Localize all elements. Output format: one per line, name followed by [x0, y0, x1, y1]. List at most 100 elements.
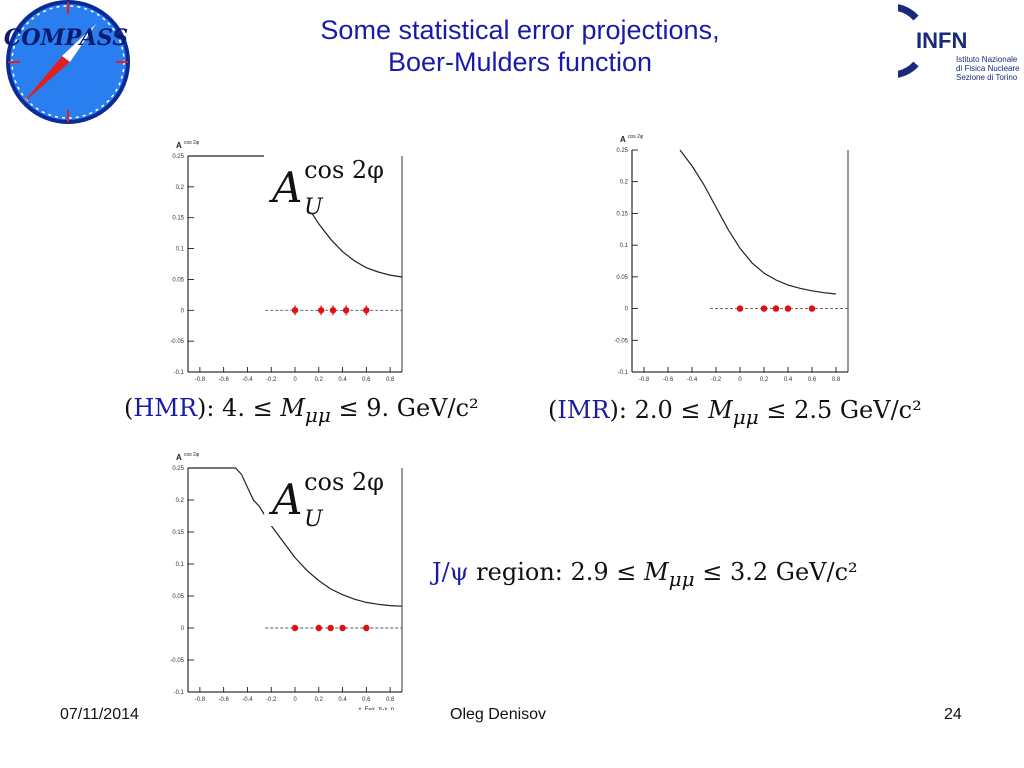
asym-label-sub: U: [304, 507, 324, 532]
label-hmr-tail: ≤ 9. GeV/c²: [330, 394, 479, 422]
compass-logo: COMPASS: [4, 0, 130, 124]
data-point: [736, 305, 744, 312]
label-hmr-sub: μμ: [304, 402, 331, 427]
infn-logo-sub-1: Istituto Nazionale: [956, 55, 1018, 64]
label-box: [264, 144, 381, 214]
y-tick-label: 0.2: [176, 498, 185, 504]
infn-logo-name: INFN: [916, 28, 967, 53]
x-tick-label: 0.6: [362, 377, 371, 383]
data-point: [291, 624, 299, 632]
infn-logo-sub-3: Sezione di Torino: [956, 73, 1018, 82]
y-tick-label: -0.1: [174, 370, 185, 376]
label-hmr-tag: HMR: [133, 394, 197, 422]
y-tick-label: -0.1: [174, 690, 185, 696]
chart-hmr-svg: 0.25 0.2 0.15 0.1 0.05 0 -0.05 -0.1 -0.8 -0.6 -0.4…: [170, 140, 403, 383]
y-tick-label: 0.15: [616, 211, 628, 217]
title-line-1: Some statistical error projections,: [320, 15, 720, 45]
data-point: [363, 624, 370, 632]
data-point: [342, 307, 350, 314]
x-tick-label: -0.2: [711, 377, 722, 383]
asym-label-sup: cos 2φ: [304, 156, 384, 184]
y-tick-label: 0.15: [172, 216, 184, 222]
data-point: [315, 624, 322, 632]
y-tick-label: 0.05: [616, 275, 628, 281]
data-point: [317, 307, 325, 314]
x-tick-label: -0.6: [663, 377, 674, 383]
axis-title-sup: cos 2φ: [628, 134, 644, 140]
asym-label-sub: U: [304, 195, 324, 220]
label-imr-tag: IMR: [557, 396, 610, 424]
y-tick-label: 0.25: [616, 148, 628, 154]
x-tick-label: -0.4: [242, 697, 253, 703]
x-tick-label: -0.6: [218, 697, 229, 703]
data-point: [808, 305, 816, 312]
x-tick-label: 0.2: [315, 697, 324, 703]
curve-series: [188, 467, 403, 607]
axis-title: A: [620, 135, 626, 144]
label-jpsi-m: M: [644, 558, 669, 586]
label-jpsi-tag: J/ψ: [432, 558, 469, 586]
y-tick-label: 0: [181, 308, 185, 314]
x-tick-label: -0.4: [242, 377, 253, 383]
label-box: [264, 456, 381, 526]
x-tick-label: 0.8: [832, 377, 841, 383]
x-tick-label: -0.8: [195, 377, 206, 383]
slide-title: Some statistical error projections, Boer…: [200, 14, 840, 79]
x-tick-label: -0.8: [195, 697, 206, 703]
y-tick-label: -0.1: [618, 370, 629, 376]
x-tick-label: -0.2: [266, 377, 277, 383]
x-tick-label: 0: [293, 377, 297, 383]
label-imr: (IMR): 2.0 ≤ Mμμ ≤ 2.5 GeV/c²: [548, 396, 922, 429]
label-hmr-m: M: [280, 394, 305, 422]
x-tick-label: -0.6: [218, 377, 229, 383]
x-tick-label: 0.4: [784, 377, 793, 383]
footer-author: Oleg Denisov: [450, 706, 547, 723]
data-point: [329, 307, 337, 314]
axis-title-sup: cos 2φ: [184, 140, 200, 146]
x-tick-label: -0.2: [266, 697, 277, 703]
x-tick-label: 0: [293, 697, 297, 703]
label-jpsi: J/ψ region: 2.9 ≤ Mμμ ≤ 3.2 GeV/c²: [432, 558, 858, 591]
chart-jpsi: 0.25 0.2 0.15 0.1 0.05 0 -0.05 -0.1 -0.8 -0.6 -0.4…: [150, 440, 410, 710]
chart-jpsi-svg: 0.25 0.2 0.15 0.1 0.05 0 -0.05 -0.1 -0.8 -0.6 -0.4…: [170, 452, 403, 710]
x-tick-label: -0.8: [639, 377, 650, 383]
label-imr-m: M: [708, 396, 733, 424]
infn-logo-sub-2: di Fisica Nucleare: [956, 64, 1020, 73]
label-hmr-text: : 4. ≤: [206, 394, 281, 422]
asym-label-base: A: [268, 163, 302, 212]
axis-title-sup: cos 2φ: [184, 452, 200, 458]
x-axis-label: x_F=x_π-x_p: [358, 707, 394, 710]
y-tick-label: 0.25: [172, 154, 184, 160]
y-tick-label: 0.05: [172, 277, 184, 283]
data-point: [363, 307, 370, 314]
y-tick-label: -0.05: [170, 658, 184, 664]
curve-series: [679, 149, 837, 295]
y-tick-label: 0.05: [172, 594, 184, 600]
x-tick-label: 0.4: [338, 697, 347, 703]
y-tick-label: 0.1: [620, 243, 629, 249]
x-tick-label: 0.2: [315, 377, 324, 383]
x-tick-label: 0.8: [386, 377, 395, 383]
x-tick-label: 0.4: [338, 377, 347, 383]
footer-page-number: 24: [944, 706, 962, 723]
label-jpsi-sub: μμ: [668, 566, 695, 591]
x-tick-label: 0.6: [362, 697, 371, 703]
x-tick-label: 0.2: [760, 377, 769, 383]
y-tick-label: 0: [181, 626, 185, 632]
axis-title: A: [176, 141, 182, 150]
x-tick-label: 0.6: [808, 377, 817, 383]
chart-imr: 0.25 0.2 0.15 0.1 0.05 0 -0.05 -0.1 -0.8 -0.6 -0.4…: [600, 128, 860, 393]
label-imr-text: : 2.0 ≤: [618, 396, 709, 424]
y-tick-label: 0.15: [172, 530, 184, 536]
title-line-2: Boer-Mulders function: [387, 47, 653, 78]
y-tick-label: -0.05: [170, 339, 184, 345]
data-point: [327, 624, 334, 632]
chart-imr-svg: 0.25 0.2 0.15 0.1 0.05 0 -0.05 -0.1 -0.8 -0.6 -0.4…: [614, 134, 849, 383]
axis-title: A: [176, 453, 182, 462]
y-tick-label: 0: [625, 307, 629, 313]
data-point: [784, 305, 792, 312]
data-point: [291, 307, 299, 314]
x-tick-label: 0: [738, 377, 742, 383]
data-point: [339, 624, 346, 632]
label-jpsi-text: region: 2.9 ≤: [468, 558, 645, 586]
